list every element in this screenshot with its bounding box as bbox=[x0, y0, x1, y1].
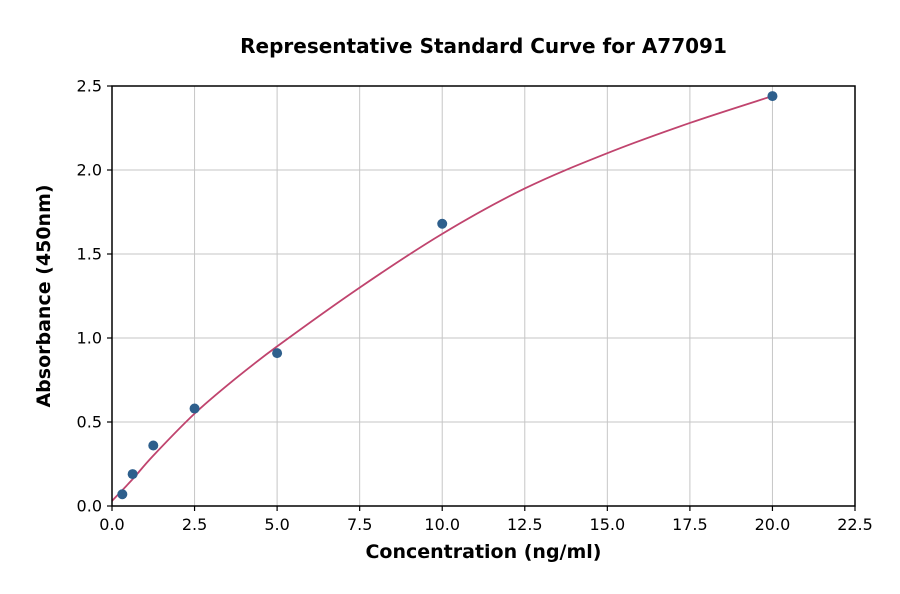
data-point bbox=[767, 91, 778, 102]
plot-border bbox=[111, 85, 856, 507]
data-point bbox=[117, 489, 128, 500]
x-tick-label: 0.0 bbox=[99, 515, 124, 534]
chart-title: Representative Standard Curve for A77091 bbox=[240, 34, 727, 58]
x-tick-label: 5.0 bbox=[264, 515, 289, 534]
x-tick-label: 15.0 bbox=[590, 515, 626, 534]
x-axis-label: Concentration (ng/ml) bbox=[365, 541, 602, 563]
gridlines bbox=[111, 85, 856, 507]
x-tick-label: 20.0 bbox=[755, 515, 791, 534]
data-point bbox=[127, 469, 138, 480]
y-tick-label: 1.5 bbox=[77, 245, 102, 264]
x-tick-label: 2.5 bbox=[182, 515, 207, 534]
y-tick-label: 1.0 bbox=[77, 329, 102, 348]
x-tick-label: 7.5 bbox=[347, 515, 372, 534]
fit-curve bbox=[111, 95, 773, 502]
data-point bbox=[189, 403, 200, 414]
tick-labels: 0.0 2.5 5.0 7.5 10.0 12.5 15.0 17.5 20.0 22.5 0.0 0… bbox=[77, 77, 873, 535]
x-tick-label: 10.0 bbox=[424, 515, 460, 534]
data-point bbox=[272, 348, 283, 359]
data-point bbox=[148, 440, 159, 451]
y-tick-label: 0.5 bbox=[77, 413, 102, 432]
y-tick-label: 0.0 bbox=[77, 497, 102, 516]
y-tick-label: 2.0 bbox=[77, 161, 102, 180]
data-point bbox=[437, 218, 448, 229]
data-points bbox=[117, 91, 778, 500]
x-tick-label: 17.5 bbox=[672, 515, 708, 534]
y-tick-label: 2.5 bbox=[77, 77, 102, 96]
x-tick-label: 12.5 bbox=[507, 515, 543, 534]
tick-marks bbox=[107, 85, 856, 511]
x-tick-label: 22.5 bbox=[837, 515, 873, 534]
